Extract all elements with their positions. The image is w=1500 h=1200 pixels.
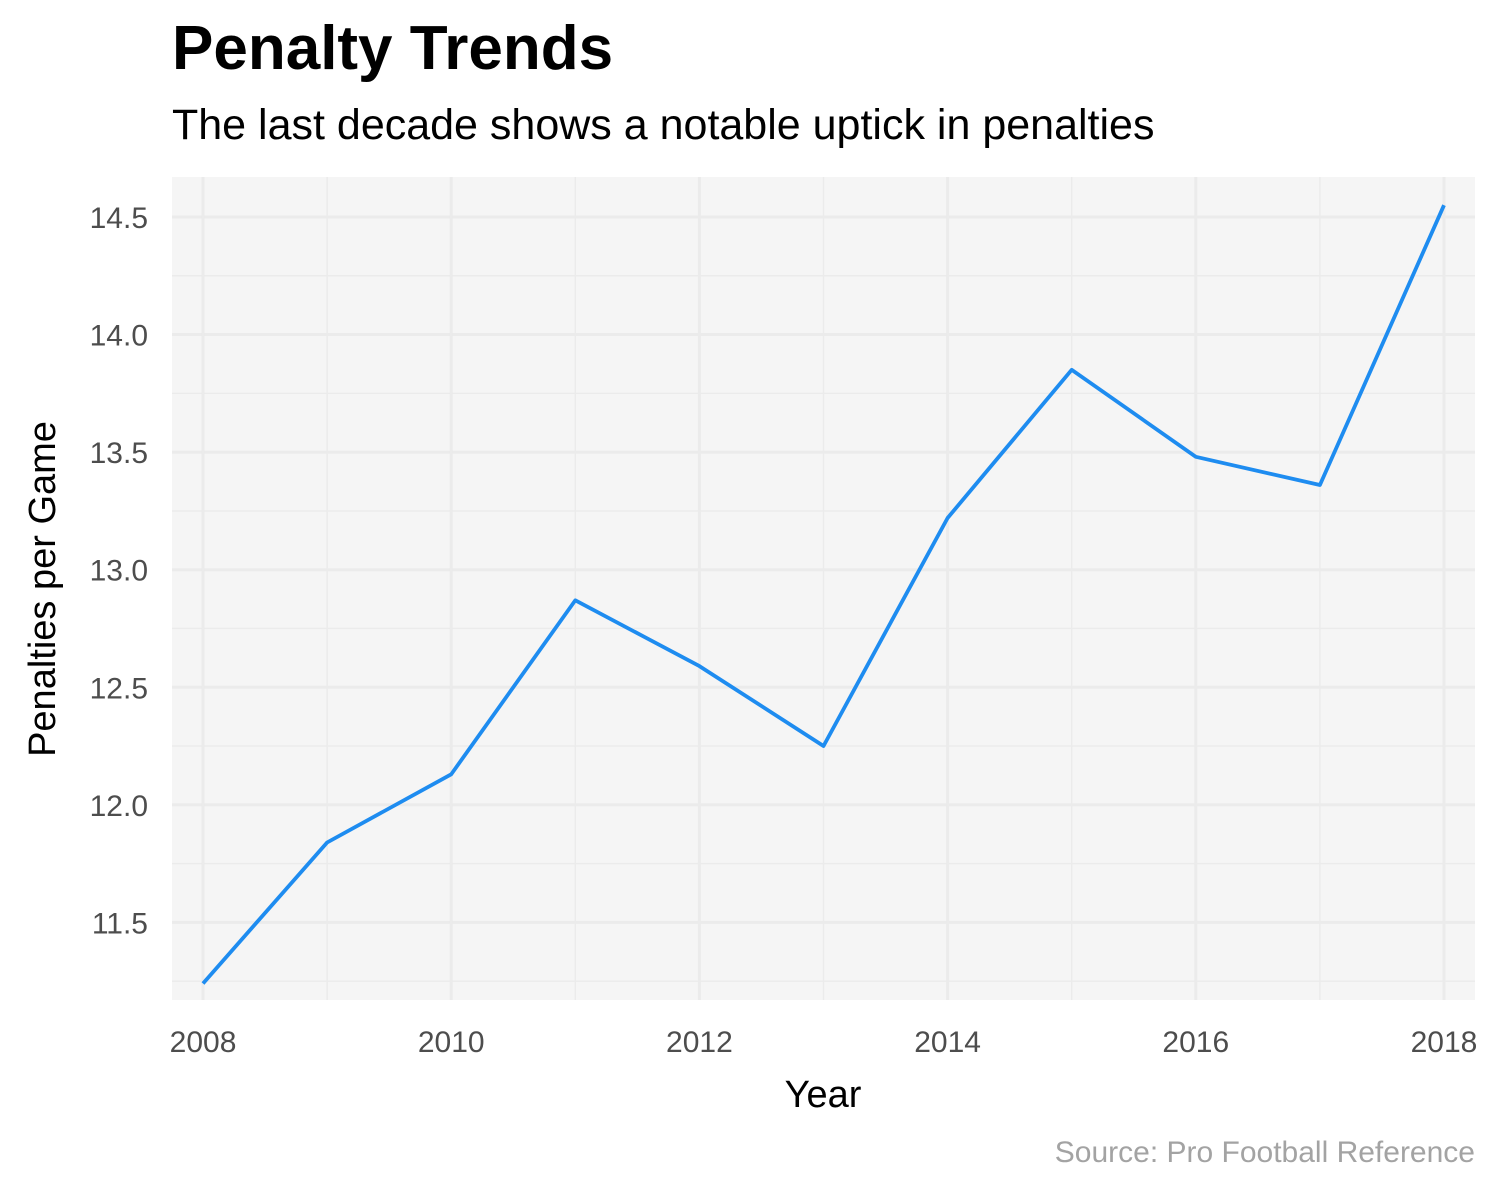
x-tick-label: 2016: [1162, 1026, 1229, 1059]
source-caption: Source: Pro Football Reference: [1054, 1136, 1475, 1169]
data-point: [1318, 483, 1322, 487]
data-point: [201, 982, 205, 986]
x-tick-label: 2010: [418, 1026, 485, 1059]
data-point: [1442, 203, 1446, 207]
data-point: [946, 516, 950, 520]
chart-subtitle: The last decade shows a notable uptick i…: [172, 101, 1155, 149]
data-point: [1070, 368, 1074, 372]
x-tick-label: 2014: [914, 1026, 981, 1059]
y-axis-label: Penalties per Game: [22, 421, 64, 757]
data-point: [325, 840, 329, 844]
penalties-series-line: [201, 204, 1446, 985]
data-point: [697, 664, 701, 668]
data-point: [1194, 455, 1198, 459]
x-tick-label: 2012: [666, 1026, 733, 1059]
y-tick-label: 13.5: [90, 437, 148, 470]
x-axis-label: Year: [785, 1074, 862, 1116]
data-point: [573, 598, 577, 602]
chart-title: Penalty Trends: [172, 14, 614, 83]
data-point: [449, 772, 453, 776]
y-tick-label: 12.0: [90, 790, 148, 823]
x-tick-label: 2008: [170, 1026, 237, 1059]
data-point: [822, 744, 826, 748]
y-tick-label: 14.0: [90, 320, 148, 353]
x-tick-label: 2018: [1411, 1026, 1478, 1059]
y-tick-label: 11.5: [92, 907, 148, 940]
y-tick-label: 13.0: [90, 555, 148, 588]
y-tick-label: 12.5: [90, 672, 148, 705]
y-tick-label: 14.5: [90, 202, 148, 235]
